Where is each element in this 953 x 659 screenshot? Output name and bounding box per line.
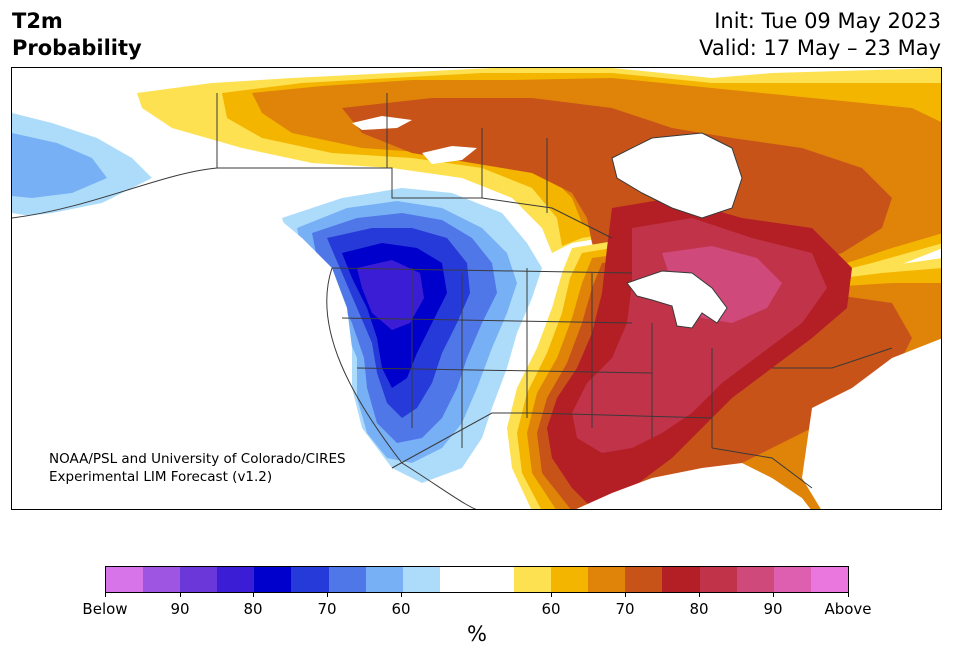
- colorbar-tick-label: 60: [541, 600, 561, 618]
- colorbar-segment: [217, 567, 255, 592]
- valid-date: Valid: 17 May – 23 May: [699, 36, 941, 60]
- colorbar-segment: [143, 567, 181, 592]
- colorbar-tickmark: [699, 593, 700, 597]
- colorbar-segment: [551, 567, 589, 592]
- colorbar-unit: %: [467, 622, 487, 646]
- colorbar-segment: [439, 567, 477, 592]
- band-below-core-inner: [357, 260, 424, 330]
- colorbar-tickmark: [848, 593, 849, 597]
- colorbar: [105, 566, 849, 593]
- colorbar-segment: [736, 567, 774, 592]
- colorbar-tick-label: 70: [317, 600, 337, 618]
- colorbar-tickmark: [625, 593, 626, 597]
- colorbar-segment: [106, 567, 144, 592]
- colorbar-segment: [699, 567, 737, 592]
- arctic-island-1: [352, 116, 412, 130]
- colorbar-tick-label: 60: [391, 600, 411, 618]
- colorbar-segment: [254, 567, 292, 592]
- map-title: T2m Probability: [12, 8, 142, 62]
- colorbar-tickmark: [253, 593, 254, 597]
- colorbar-segment: [773, 567, 811, 592]
- map-panel: [11, 67, 942, 510]
- colorbar-segment: [514, 567, 552, 592]
- credit-line-1: NOAA/PSL and University of Colorado/CIRE…: [49, 451, 346, 467]
- colorbar-tick-label: 70: [615, 600, 635, 618]
- pacific-ocean: [12, 178, 469, 509]
- great-lakes: [626, 270, 728, 329]
- subtitle-label: Probability: [12, 36, 142, 60]
- band-below-70-northwest: [12, 133, 107, 198]
- colorbar-segment: [365, 567, 403, 592]
- colorbar-tick-label: 80: [689, 600, 709, 618]
- colorbar-tick-label: Below: [82, 600, 128, 618]
- colorbar-segment: [402, 567, 440, 592]
- colorbar-tickmark: [180, 593, 181, 597]
- colorbar-tickmark: [327, 593, 328, 597]
- colorbar-tick-label: Above: [824, 600, 872, 618]
- hudson-bay: [611, 132, 743, 219]
- colorbar-tick-label: 80: [243, 600, 263, 618]
- colorbar-tick-label: 90: [763, 600, 783, 618]
- gulf-of-mexico: [576, 463, 811, 509]
- colorbar-segment: [810, 567, 848, 592]
- init-date: Init: Tue 09 May 2023: [714, 9, 941, 33]
- colorbar-tickmark: [105, 593, 106, 597]
- colorbar-tickmark: [773, 593, 774, 597]
- colorbar-segment: [291, 567, 329, 592]
- political-borders: [12, 93, 893, 509]
- colorbar-segment: [662, 567, 700, 592]
- colorbar-segment: [625, 567, 663, 592]
- credit-text: NOAA/PSL and University of Colorado/CIRE…: [49, 450, 346, 486]
- colorbar-segment: [476, 567, 515, 592]
- colorbar-tickmark: [551, 593, 552, 597]
- credit-line-2: Experimental LIM Forecast (v1.2): [49, 469, 273, 485]
- colorbar-segment: [588, 567, 626, 592]
- colorbar-segment: [328, 567, 366, 592]
- colorbar-segment: [180, 567, 218, 592]
- probability-map: [12, 68, 941, 509]
- arctic-island-2: [422, 146, 477, 164]
- colorbar-tick-label: 90: [170, 600, 190, 618]
- atlantic-ocean: [802, 338, 941, 509]
- forecast-dates: Init: Tue 09 May 2023 Valid: 17 May – 23…: [699, 8, 941, 62]
- variable-label: T2m: [12, 9, 63, 33]
- colorbar-tickmark: [401, 593, 402, 597]
